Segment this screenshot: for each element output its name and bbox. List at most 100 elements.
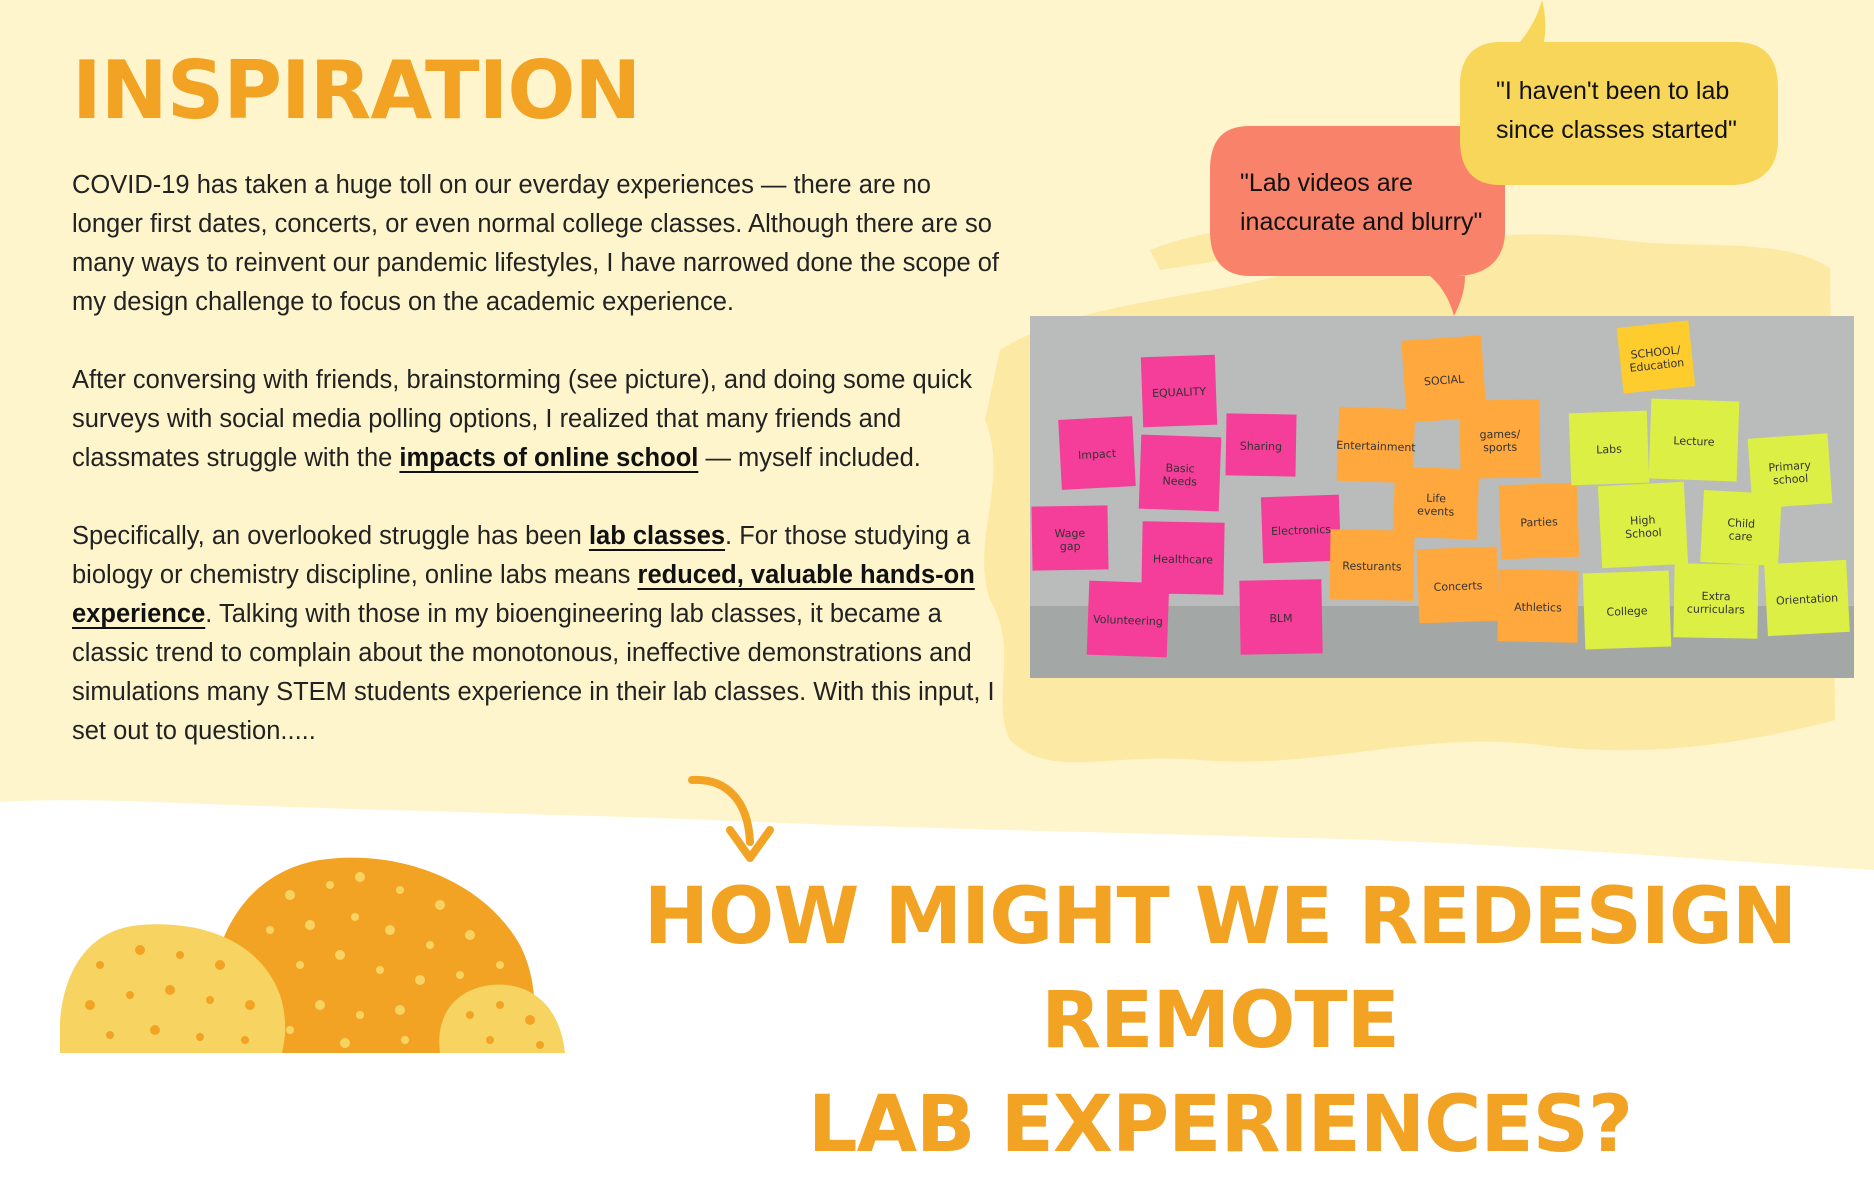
sticky-note-label: College — [1606, 604, 1648, 618]
section-title: INSPIRATION — [72, 44, 641, 137]
sticky-note-paper — [1597, 481, 1689, 569]
sticky-note-label: Extracurriculars — [1687, 589, 1746, 616]
how-might-we-question: HOW MIGHT WE REDESIGN REMOTE LAB EXPERIE… — [560, 865, 1874, 1177]
sticky-note: Entertainment — [1336, 406, 1417, 484]
sticky-note: BLM — [1239, 579, 1323, 655]
paragraph-lab-classes: Specifically, an overlooked struggle has… — [72, 517, 1002, 751]
sticky-note-paper — [1031, 505, 1109, 571]
sticky-note-paper — [1673, 563, 1759, 639]
sticky-note-paper — [1392, 466, 1480, 540]
sticky-note: Healthcare — [1141, 521, 1225, 595]
sticky-note: Wagegap — [1031, 505, 1109, 571]
sticky-note-label: EQUALITY — [1152, 385, 1207, 400]
sticky-note-label: SCHOOL/Education — [1628, 343, 1685, 375]
quote-yellow-text: "I haven't been to lab since classes sta… — [1496, 77, 1737, 144]
sticky-note-label: Concerts — [1433, 579, 1482, 594]
sticky-note-label: BasicNeeds — [1162, 461, 1198, 488]
curved-arrow-icon — [688, 775, 774, 862]
sticky-note: Labs — [1568, 410, 1650, 486]
sticky-note-label: Athletics — [1514, 601, 1562, 615]
speech-bubble-icon — [1460, 0, 1778, 185]
sticky-note-label: Electronics — [1271, 523, 1332, 538]
paragraph-brainstorm: After conversing with friends, brainstor… — [72, 361, 1002, 478]
sticky-note: EQUALITY — [1140, 354, 1218, 428]
sticky-note-paper — [1459, 399, 1541, 479]
body-text: COVID-19 has taken a huge toll on our ev… — [72, 166, 1002, 790]
sticky-note: Parties — [1498, 482, 1580, 560]
sticky-note-label: Lecture — [1673, 434, 1715, 448]
sticky-note: Electronics — [1260, 494, 1342, 564]
sticky-note-label: Primaryschool — [1768, 459, 1813, 488]
link-lab-classes[interactable]: lab classes — [588, 522, 726, 550]
sticky-note-paper — [1498, 482, 1580, 560]
sticky-note-label: HighSchool — [1624, 513, 1662, 541]
sticky-note-paper — [1260, 494, 1342, 564]
quote-bubble-salmon: "Lab videos are inaccurate and blurry" — [1210, 126, 1510, 316]
sticky-note: Extracurriculars — [1673, 563, 1759, 639]
sticky-note-paper — [1141, 521, 1225, 595]
sticky-note: Impact — [1058, 416, 1136, 490]
sticky-note-label: BLM — [1269, 612, 1292, 625]
link-hands-on-experience[interactable]: reduced, valuable hands-on experience — [72, 561, 975, 628]
sticky-note: Primaryschool — [1747, 433, 1833, 509]
sticky-note-paper — [1336, 406, 1416, 484]
sticky-note-label: Resturants — [1342, 559, 1402, 573]
decorative-blobs — [60, 857, 565, 1053]
sticky-note-paper — [1700, 490, 1782, 566]
quote-bubble-yellow: "I haven't been to lab since classes sta… — [1460, 0, 1780, 190]
link-impacts-online-school[interactable]: impacts of online school — [399, 444, 699, 472]
sticky-note: Sharing — [1225, 413, 1297, 477]
text-span: . Talking with those in my bioengineerin… — [72, 600, 995, 745]
sticky-note: Volunteering — [1086, 580, 1170, 658]
sticky-note: Athletics — [1497, 569, 1579, 643]
sticky-note-paper — [1747, 433, 1833, 509]
sticky-note-paper — [1764, 559, 1850, 637]
text-span: — myself included. — [698, 444, 921, 472]
sticky-note-label: Orientation — [1776, 591, 1839, 607]
sticky-note-paper — [1416, 546, 1500, 624]
sticky-note-label: Impact — [1078, 447, 1117, 462]
sticky-note: Concerts — [1416, 546, 1500, 624]
sticky-note-label: Sharing — [1240, 440, 1282, 454]
sticky-note-label: Wagegap — [1054, 527, 1085, 554]
sticky-note-paper — [1140, 354, 1218, 428]
sticky-note-paper — [1329, 529, 1415, 601]
sticky-note-paper — [1058, 416, 1136, 490]
sticky-note-paper — [1616, 320, 1696, 394]
sticky-note: Orientation — [1764, 559, 1850, 637]
sticky-note-label: Parties — [1520, 515, 1558, 529]
sticky-note: Resturants — [1329, 529, 1415, 601]
sticky-note-paper — [1582, 570, 1672, 650]
sticky-note-paper — [1138, 434, 1222, 512]
text-span: After conversing with friends, brainstor… — [72, 366, 973, 472]
sticky-note-label: Lifeevents — [1417, 491, 1455, 518]
sticky-note: BasicNeeds — [1138, 434, 1222, 512]
sticky-note: SCHOOL/Education — [1616, 320, 1696, 394]
sticky-note-label: Entertainment — [1336, 439, 1416, 455]
question-line-2: LAB EXPERIENCES? — [807, 1080, 1633, 1170]
sticky-note-label: SOCIAL — [1424, 373, 1466, 389]
sticky-note-paper — [1239, 579, 1323, 655]
text-span: Specifically, an overlooked struggle has… — [72, 522, 589, 550]
sticky-note-paper — [1225, 413, 1297, 477]
sticky-note: Lecture — [1648, 398, 1740, 482]
text-span: . For those studying a biology or chemis… — [72, 522, 971, 589]
sticky-note-paper — [1086, 580, 1170, 658]
sticky-note-label: Labs — [1596, 443, 1622, 457]
brainstorm-photo: EQUALITY Sharing Impact BasicNeeds Wagegap He… — [1030, 316, 1854, 678]
sticky-note: College — [1582, 570, 1672, 650]
sticky-note-label: games/sports — [1479, 428, 1520, 455]
paragraph-covid: COVID-19 has taken a huge toll on our ev… — [72, 171, 1000, 316]
quote-salmon-text: "Lab videos are inaccurate and blurry" — [1240, 169, 1483, 236]
speech-bubble-icon — [1210, 126, 1505, 316]
sticky-note: games/sports — [1459, 399, 1541, 479]
sticky-note: Lifeevents — [1392, 466, 1480, 540]
sticky-note-paper — [1497, 569, 1579, 643]
sticky-note-paper — [1568, 410, 1650, 486]
sticky-note-label: Childcare — [1726, 516, 1755, 543]
sticky-note: HighSchool — [1597, 481, 1689, 569]
sticky-note-paper — [1648, 398, 1740, 482]
sticky-note-label: Healthcare — [1153, 552, 1213, 566]
question-line-1: HOW MIGHT WE REDESIGN REMOTE — [643, 872, 1797, 1066]
sticky-note: Childcare — [1700, 490, 1782, 566]
